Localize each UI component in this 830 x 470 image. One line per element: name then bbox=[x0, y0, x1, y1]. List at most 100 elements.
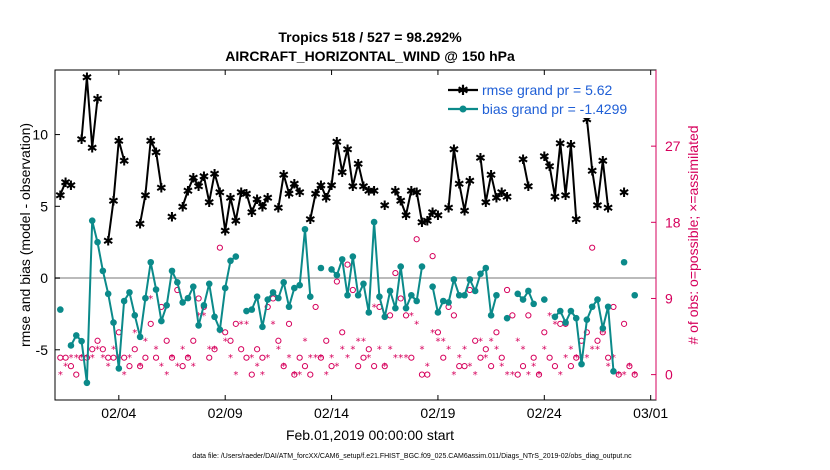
obs-possible-marker bbox=[594, 337, 601, 344]
rmse-point: ✱ bbox=[353, 157, 364, 172]
rmse-point: ✱ bbox=[401, 209, 412, 224]
obs-assimilated-marker: * bbox=[292, 370, 297, 381]
rmse-point: ✱ bbox=[597, 154, 608, 169]
bias-point bbox=[588, 303, 596, 311]
obs-assimilated-marker: * bbox=[505, 370, 510, 381]
obs-assimilated-marker: * bbox=[154, 345, 159, 356]
obs-possible-marker bbox=[408, 354, 415, 361]
obs-assimilated-marker: * bbox=[441, 336, 446, 347]
obs-assimilated-marker: * bbox=[446, 345, 451, 356]
obs-possible-marker bbox=[530, 354, 537, 361]
obs-assimilated-marker: * bbox=[58, 370, 63, 381]
obs-possible-marker bbox=[323, 337, 330, 344]
obs-assimilated-marker: * bbox=[265, 353, 270, 364]
rmse-line-segment bbox=[394, 189, 439, 224]
rmse-point: ✱ bbox=[619, 186, 630, 201]
rmse-point: ✱ bbox=[103, 235, 114, 250]
obs-possible-marker bbox=[227, 337, 234, 344]
bias-point bbox=[248, 306, 256, 313]
obs-assimilated-marker: * bbox=[138, 362, 143, 373]
rmse-point: ✱ bbox=[603, 202, 614, 217]
rmse-point: ✱ bbox=[81, 71, 92, 86]
obs-possible-marker bbox=[301, 363, 309, 370]
bias-point bbox=[365, 309, 373, 316]
rmse-line-segment bbox=[522, 158, 530, 187]
bias-point bbox=[471, 287, 479, 295]
bias-point bbox=[83, 379, 91, 387]
obs-possible-marker bbox=[131, 346, 138, 353]
rmse-line-segment bbox=[181, 172, 269, 232]
obs-assimilated-marker: * bbox=[207, 345, 212, 356]
obs-assimilated-marker: * bbox=[547, 311, 552, 322]
y-tick-label: 0 bbox=[40, 270, 48, 286]
rmse-point: ✱ bbox=[225, 192, 236, 207]
rmse-line-segment bbox=[59, 180, 72, 196]
bias-point bbox=[104, 290, 112, 298]
obs-assimilated-marker: * bbox=[409, 311, 414, 322]
legend: ✱ rmse grand pr = 5.62 bias grand pr = -… bbox=[442, 76, 652, 118]
obs-possible-marker bbox=[211, 346, 218, 353]
bias-point bbox=[556, 307, 564, 315]
bias-line-segment bbox=[70, 219, 237, 384]
obs-possible-marker bbox=[190, 337, 197, 344]
bias-point bbox=[578, 360, 585, 368]
x-tick-label: 02/24 bbox=[527, 405, 562, 421]
rmse-point: ✱ bbox=[92, 93, 103, 108]
obs-assimilated-marker: * bbox=[600, 328, 605, 339]
obs-possible-marker bbox=[402, 312, 410, 319]
bias-point bbox=[275, 294, 282, 302]
bias-point bbox=[184, 294, 192, 302]
rmse-point: ✱ bbox=[204, 196, 215, 211]
y-right-tick-label: 18 bbox=[665, 214, 681, 230]
bias-point bbox=[99, 267, 107, 275]
bias-point bbox=[179, 299, 186, 306]
obs-assimilated-marker: * bbox=[372, 302, 377, 313]
obs-possible-marker bbox=[285, 320, 293, 327]
rmse-point: ✱ bbox=[55, 189, 66, 204]
bias-point bbox=[392, 304, 399, 312]
x-tick-label: 02/14 bbox=[314, 405, 349, 421]
bias-point bbox=[349, 253, 357, 260]
bias-point bbox=[57, 306, 64, 313]
obs-assimilated-marker: * bbox=[467, 362, 472, 373]
rmse-point: ✱ bbox=[326, 179, 337, 194]
bias-point bbox=[126, 289, 133, 296]
rmse-point: ✱ bbox=[151, 146, 162, 161]
obs-assimilated-marker: * bbox=[462, 345, 467, 356]
obs-assimilated-marker: * bbox=[494, 345, 499, 356]
obs-assimilated-marker: * bbox=[584, 353, 589, 364]
bias-point bbox=[631, 291, 639, 299]
rmse-point: ✱ bbox=[294, 186, 305, 201]
rmse-point: ✱ bbox=[587, 164, 598, 179]
obs-assimilated-marker: * bbox=[398, 353, 403, 364]
rmse-point: ✱ bbox=[241, 187, 252, 202]
rmse-point: ✱ bbox=[220, 225, 231, 240]
obs-possible-marker bbox=[243, 354, 250, 361]
obs-assimilated-marker: * bbox=[627, 362, 632, 373]
bias-point bbox=[200, 302, 208, 309]
rmse-point: ✱ bbox=[246, 206, 257, 221]
y-right-tick-label: 27 bbox=[665, 138, 681, 154]
obs-assimilated-marker: * bbox=[457, 353, 462, 364]
obs-possible-marker bbox=[546, 354, 553, 361]
rmse-point: ✱ bbox=[66, 179, 77, 194]
obs-assimilated-marker: * bbox=[191, 362, 196, 373]
obs-assimilated-marker: * bbox=[632, 370, 637, 381]
bias-series bbox=[57, 217, 639, 387]
rmse-line-segment bbox=[139, 139, 163, 224]
obs-assimilated-marker: * bbox=[143, 336, 148, 347]
bias-point bbox=[397, 263, 405, 270]
bias-point bbox=[413, 297, 420, 305]
bias-point bbox=[354, 291, 362, 299]
bias-point bbox=[408, 291, 415, 299]
bias-point bbox=[386, 287, 394, 295]
obs-possible-marker bbox=[605, 354, 612, 361]
obs-assimilated-marker: * bbox=[228, 353, 233, 364]
bias-point bbox=[551, 313, 559, 321]
obs-assimilated-marker: * bbox=[318, 353, 323, 364]
bias-point bbox=[519, 296, 527, 303]
bias-point bbox=[434, 309, 442, 316]
rmse-point: ✱ bbox=[411, 186, 422, 201]
obs-assimilated-marker: * bbox=[260, 370, 265, 381]
rmse-line-segment bbox=[80, 76, 99, 149]
